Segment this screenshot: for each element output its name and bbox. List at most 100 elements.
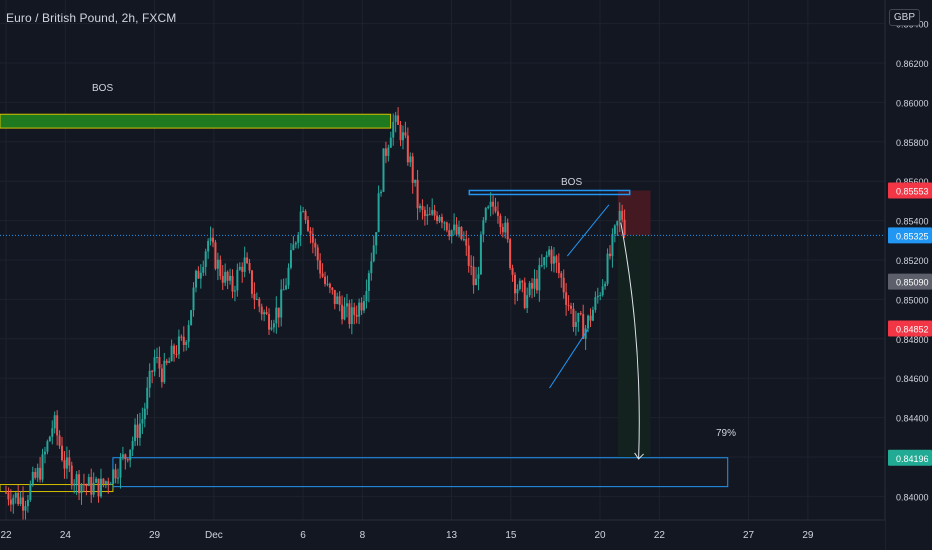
price-label-badge	[888, 273, 932, 290]
candle-body	[280, 289, 283, 318]
candle-body	[594, 297, 597, 310]
candle-body	[263, 312, 266, 315]
candle-body	[579, 313, 582, 315]
candle-body	[555, 256, 558, 263]
candle-body	[158, 356, 161, 369]
candle-body	[431, 210, 434, 215]
candle-body	[112, 469, 115, 484]
candle-body	[384, 148, 387, 156]
candle-body	[99, 478, 102, 497]
candle-body	[333, 289, 336, 304]
candle-body	[319, 260, 322, 274]
wedge-upper-line[interactable]	[566, 204, 610, 257]
candle-body	[246, 257, 249, 264]
candle-body	[409, 156, 412, 163]
candle-body	[255, 298, 258, 300]
candle-body	[175, 353, 178, 355]
candle-body	[9, 499, 12, 505]
wedge-lower-line[interactable]	[549, 328, 589, 389]
candle-body	[457, 226, 460, 235]
price-label-badge	[888, 227, 932, 244]
candle-body	[95, 478, 98, 483]
candle-body	[165, 360, 168, 363]
time-axis[interactable]	[0, 520, 885, 550]
x-tick-label: 27	[743, 530, 755, 541]
candle-body	[526, 295, 529, 308]
candle-body	[236, 269, 239, 291]
candle-body	[136, 424, 139, 438]
x-tick-label: 20	[594, 530, 606, 541]
candle-body	[173, 345, 176, 354]
candle-body	[39, 467, 42, 480]
y-tick-label: 0.85400	[896, 217, 929, 227]
bos-zone-mid[interactable]	[468, 189, 631, 196]
candle-body	[552, 256, 555, 264]
candle-body	[168, 361, 171, 363]
candle-body	[414, 179, 417, 183]
candle-body	[345, 303, 348, 307]
candle-body	[533, 278, 536, 289]
candle-body	[382, 148, 385, 192]
candle-body	[509, 239, 512, 268]
candle-body	[504, 222, 507, 233]
candle-body	[204, 251, 207, 267]
bos-zone-high[interactable]	[0, 113, 392, 129]
candle-body	[285, 285, 288, 290]
candle-body	[170, 345, 173, 362]
candle-body	[523, 282, 526, 308]
currency-selector[interactable]: GBP	[888, 9, 920, 26]
candle-body	[358, 302, 361, 317]
candle-body	[104, 481, 107, 484]
candle-body	[250, 270, 253, 294]
candle-body	[131, 441, 134, 450]
candle-body	[511, 267, 514, 275]
price-label-badge	[888, 182, 932, 199]
x-tick-label: 24	[60, 530, 72, 541]
candle-body	[582, 314, 585, 339]
candle-body	[153, 357, 156, 372]
candle-body	[34, 471, 37, 478]
candle-body	[550, 249, 553, 264]
candle-body	[455, 224, 458, 235]
candle-body	[180, 336, 183, 338]
candle-body	[29, 483, 32, 500]
candle-body	[453, 224, 456, 231]
y-tick-label: 0.85600	[896, 177, 929, 187]
candle-body	[445, 222, 448, 231]
x-tick-label: Dec	[205, 530, 223, 541]
y-tick-label: 0.86200	[896, 59, 929, 69]
candle-body	[78, 474, 81, 494]
candle-body	[621, 210, 624, 220]
price-label: 0.84196	[896, 454, 929, 464]
projection-arrow[interactable]	[620, 222, 640, 459]
candle-body	[207, 240, 210, 252]
candle-body	[353, 307, 356, 315]
candle-body	[272, 323, 275, 328]
candle-body	[467, 245, 470, 266]
candle-body	[304, 211, 307, 220]
candle-body	[187, 324, 190, 342]
candle-body	[375, 232, 378, 246]
arrow-head	[634, 452, 644, 460]
x-tick-label: 29	[149, 530, 161, 541]
candle-body	[423, 209, 426, 217]
candle-body	[270, 327, 273, 330]
candle-body	[562, 277, 565, 293]
candle-body	[5, 492, 7, 494]
candle-body	[248, 263, 251, 271]
support-zone[interactable]	[0, 484, 114, 493]
candle-body	[216, 259, 219, 269]
candle-body	[258, 298, 261, 307]
candle-body	[48, 436, 51, 442]
candle-body	[570, 305, 573, 309]
candle-body	[58, 435, 61, 446]
candle-body	[535, 278, 538, 291]
candle-body	[472, 266, 475, 286]
candle-body	[107, 481, 110, 485]
candle-body	[141, 419, 144, 424]
candle-body	[336, 296, 339, 304]
candle-body	[214, 242, 217, 269]
target-zone[interactable]	[112, 457, 729, 488]
candle-body	[289, 250, 292, 268]
